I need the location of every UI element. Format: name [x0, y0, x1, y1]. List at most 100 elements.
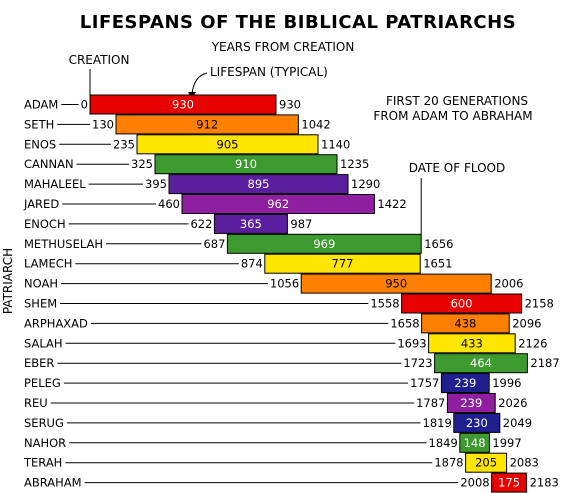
end-year-label: 2096 — [512, 316, 541, 330]
patriarch-label: ABRAHAM — [24, 476, 82, 490]
patriarch-label: METHUSELAH — [24, 237, 103, 251]
lifespan-value-label: 962 — [267, 197, 289, 211]
lifespan-bar — [213, 213, 288, 234]
end-year-label: 2158 — [525, 297, 554, 311]
end-year-label: 1997 — [492, 436, 521, 450]
lifespan-bar — [491, 472, 528, 493]
start-year-label: 1658 — [390, 316, 419, 330]
end-year-label: 2083 — [510, 456, 539, 470]
lifespan-bar — [453, 412, 501, 433]
start-year-label: 622 — [190, 217, 212, 231]
start-year-label: 0 — [81, 98, 88, 112]
lifespan-value-label: 777 — [332, 257, 354, 271]
lifespan-value-label: 930 — [172, 98, 194, 112]
patriarch-label: REU — [24, 396, 48, 410]
end-year-label: 1290 — [351, 177, 380, 191]
lifespan-bar — [459, 432, 490, 453]
lifespan-bar — [428, 333, 516, 354]
patriarch-label: SERUG — [24, 416, 64, 430]
chart-subtitle: YEARS FROM CREATION — [211, 40, 355, 54]
lifespan-bar — [434, 353, 528, 374]
lifespan-annotation: LIFESPAN (TYPICAL) — [210, 65, 328, 79]
lifespan-value-label: 464 — [470, 356, 492, 370]
end-year-label: 2026 — [498, 396, 527, 410]
lifespan-value-label: 910 — [235, 157, 257, 171]
lifespan-bar — [136, 134, 319, 155]
patriarch-label: ENOS — [24, 137, 56, 151]
end-year-label: 2049 — [503, 416, 532, 430]
start-year-label: 395 — [145, 177, 167, 191]
end-year-label: 1996 — [492, 376, 521, 390]
patriarch-label: SALAH — [24, 336, 63, 350]
patriarch-label: ARPHAXAD — [24, 316, 88, 330]
bars-group: ADAM 0 930 930 SETH 130 912 1042 ENOS 235 905 1140 C… — [23, 94, 560, 493]
end-year-label: 930 — [279, 98, 301, 112]
lifespan-bar — [181, 194, 375, 214]
lifespan-bar — [300, 273, 492, 294]
lifespan-bar — [226, 233, 422, 254]
generations-annotation-line2: FROM ADAM TO ABRAHAM — [373, 109, 532, 123]
start-year-label: 235 — [113, 137, 135, 151]
lifespan-bar — [168, 174, 349, 195]
patriarch-label: TERAH — [23, 456, 62, 470]
end-year-label: 1042 — [301, 117, 330, 131]
lifespan-value-label: 230 — [466, 416, 488, 430]
y-axis-label: PATRIARCH — [1, 248, 15, 314]
lifespan-bar — [421, 313, 510, 334]
lifespan-bar — [465, 452, 508, 473]
lifespan-value-label: 175 — [498, 476, 520, 490]
end-year-label: 1422 — [377, 197, 406, 211]
start-year-label: 687 — [203, 237, 225, 251]
patriarch-label: NAHOR — [24, 436, 66, 450]
patriarch-label: NOAH — [24, 277, 58, 291]
patriarch-label: EBER — [24, 356, 54, 370]
lifespan-value-label: 438 — [454, 316, 476, 330]
patriarch-label: LAMECH — [24, 257, 72, 271]
patriarch-label: PELEG — [24, 376, 61, 390]
lifespan-pointer — [191, 72, 208, 95]
lifespan-value-label: 239 — [460, 396, 482, 410]
start-year-label: 1723 — [403, 356, 432, 370]
flood-annotation: DATE OF FLOOD — [409, 161, 506, 175]
lifespan-bar — [401, 293, 523, 314]
start-year-label: 1819 — [423, 416, 452, 430]
end-year-label: 2187 — [530, 356, 559, 370]
end-year-label: 2183 — [530, 476, 559, 490]
lifespan-value-label: 148 — [464, 436, 486, 450]
start-year-label: 460 — [158, 197, 180, 211]
lifespan-bar — [440, 373, 490, 394]
end-year-label: 2006 — [494, 277, 523, 291]
chart-title: LIFESPANS OF THE BIBLICAL PATRIARCHS — [80, 12, 516, 33]
end-year-label: 2126 — [518, 336, 547, 350]
patriarch-label: CANNAN — [24, 157, 74, 171]
end-year-label: 1651 — [423, 257, 452, 271]
creation-annotation: CREATION — [69, 53, 130, 67]
lifespan-bar — [89, 94, 277, 115]
lifespan-bar — [446, 393, 496, 413]
lifespan-value-label: 950 — [385, 277, 407, 291]
lifespan-value-label: 205 — [475, 456, 497, 470]
patriarch-label: MAHALEEL — [24, 177, 86, 191]
start-year-label: 2008 — [460, 476, 489, 490]
start-year-label: 1757 — [410, 376, 439, 390]
start-year-label: 874 — [241, 257, 263, 271]
patriarch-label: JARED — [23, 197, 59, 211]
start-year-label: 130 — [92, 117, 114, 131]
start-year-label: 1878 — [434, 456, 463, 470]
start-year-label: 1558 — [370, 297, 399, 311]
lifespan-value-label: 969 — [313, 237, 335, 251]
lifespan-value-label: 239 — [454, 376, 476, 390]
end-year-label: 1656 — [424, 237, 453, 251]
start-year-label: 325 — [131, 157, 153, 171]
generations-annotation-line1: FIRST 20 GENERATIONS — [386, 94, 528, 108]
lifespan-value-label: 365 — [240, 217, 262, 231]
lifespan-bar — [115, 114, 299, 135]
lifespan-bar — [264, 253, 421, 274]
start-year-label: 1056 — [270, 277, 299, 291]
lifespan-value-label: 895 — [248, 177, 270, 191]
start-year-label: 1787 — [416, 396, 445, 410]
patriarch-label: SETH — [24, 117, 54, 131]
patriarch-label: SHEM — [24, 297, 57, 311]
start-year-label: 1849 — [429, 436, 458, 450]
